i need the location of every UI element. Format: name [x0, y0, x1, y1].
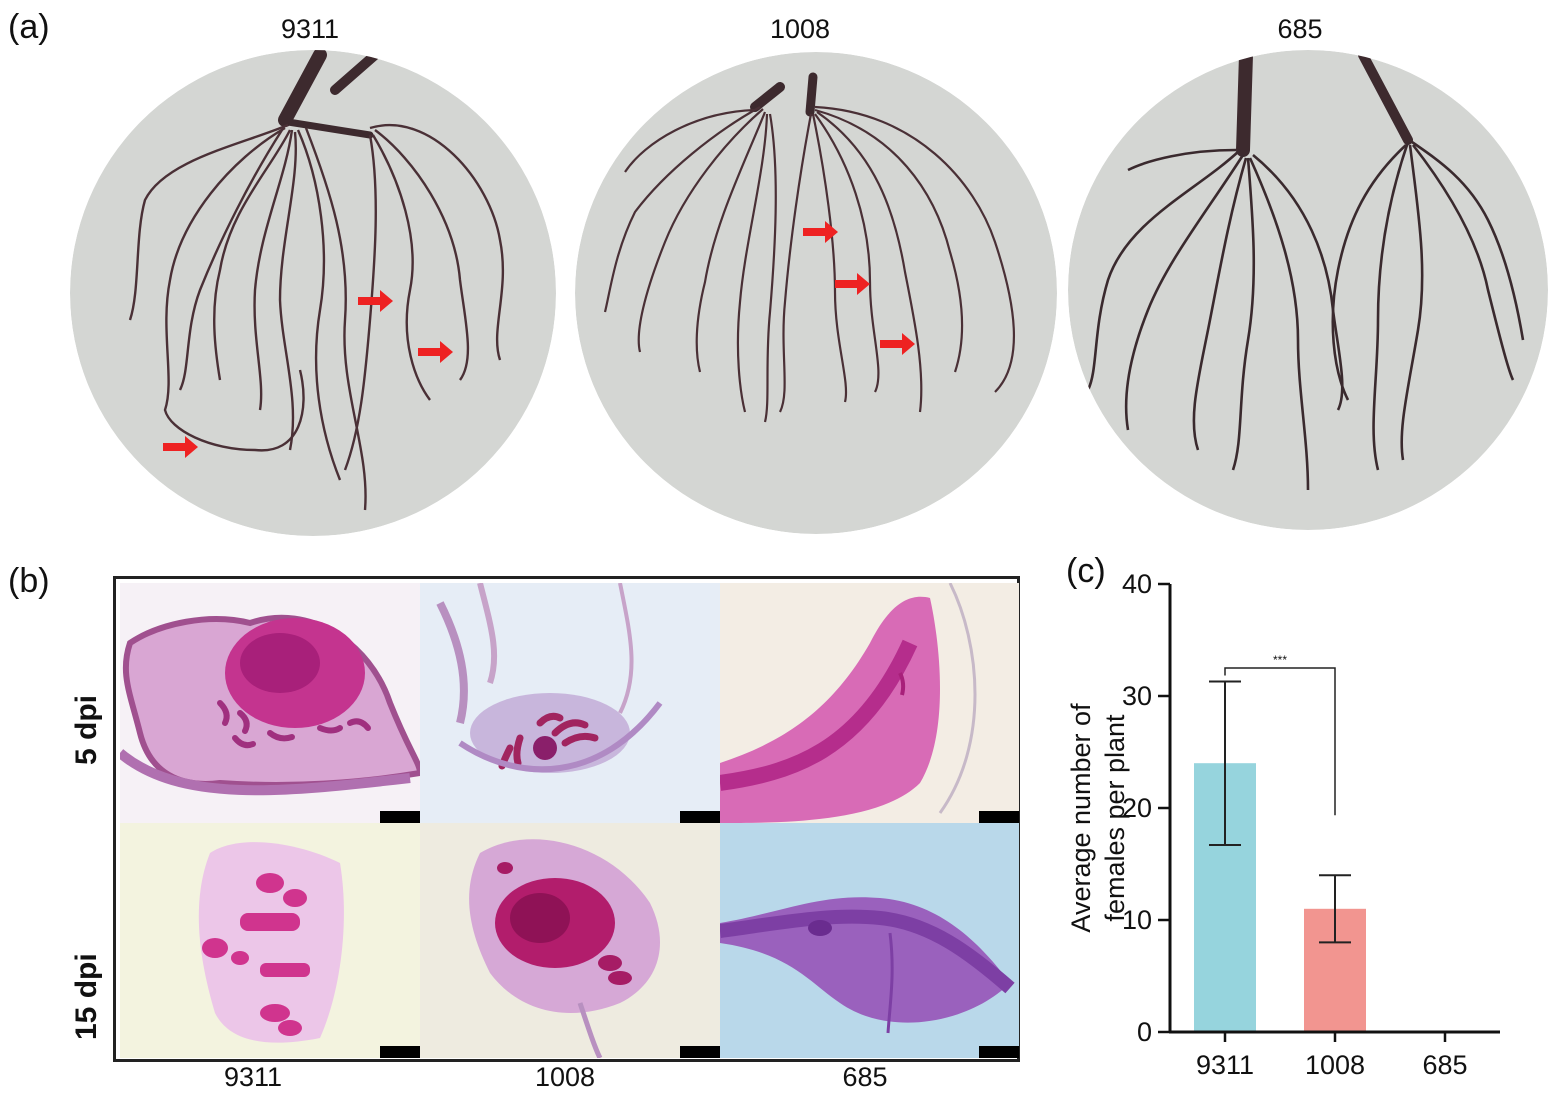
y-axis-label-line: Average number of: [1066, 703, 1096, 933]
x-tick-label-1008: 1008: [1305, 1050, 1365, 1080]
column-label-685: 685: [842, 1062, 888, 1092]
scale-bar: [380, 811, 420, 823]
y-tick-label-40: 40: [1122, 569, 1152, 599]
y-tick-label-30: 30: [1122, 681, 1152, 711]
micrograph-1008-15dpi: [420, 823, 720, 1058]
y-axis-label: Average number of females per plant: [1066, 703, 1130, 933]
panel-a-title-9311: 9311: [280, 14, 340, 44]
y-tick-label-10: 10: [1122, 905, 1152, 935]
column-label-9311: 9311: [223, 1062, 283, 1092]
row-label-5dpi: 5 dpi: [70, 694, 103, 765]
y-tick-label-0: 0: [1137, 1017, 1152, 1047]
x-tick-label-9311: 9311: [1196, 1050, 1254, 1080]
panel-a-title-1008: 1008: [769, 14, 831, 44]
micrograph-685-5dpi: [720, 583, 1019, 823]
row-label-15dpi: 15 dpi: [70, 953, 103, 1040]
bar-chart-svg: 9311 1008 685 0 10 20 30 40 Average number of fem…: [1066, 569, 1500, 1080]
micrograph-1008-5dpi: [420, 583, 720, 823]
micrograph-grid: [113, 576, 1020, 1062]
scale-bar: [680, 811, 720, 823]
y-tick-label-20: 20: [1122, 793, 1152, 823]
micrograph-685-15dpi: [720, 823, 1019, 1058]
scale-bar: [380, 1046, 420, 1058]
bar-chart: 9311 1008 685 0 10 20 30 40 Average number of fem…: [1050, 560, 1540, 1090]
panel-b-letter: (b): [8, 562, 50, 600]
root-dish-685: [1068, 50, 1548, 530]
panel-a-letter: (a): [8, 8, 50, 46]
scale-bar: [979, 1046, 1019, 1058]
micrograph-9311-15dpi: [120, 823, 420, 1058]
y-axis-label-line: females per plant: [1100, 714, 1130, 922]
panel-a-title-685: 685: [1277, 14, 1323, 44]
scale-bar: [979, 811, 1019, 823]
root-dish-1008: [575, 52, 1057, 534]
significance-label: ***: [1273, 653, 1287, 667]
significance-bracket: [1224, 667, 1336, 816]
column-label-1008: 1008: [534, 1062, 596, 1092]
micrograph-9311-5dpi: [120, 583, 420, 823]
x-tick-label-685: 685: [1422, 1050, 1467, 1080]
panel-c-letter: (c): [1066, 552, 1106, 590]
root-dish-9311: [70, 50, 556, 536]
scale-bar: [680, 1046, 720, 1058]
